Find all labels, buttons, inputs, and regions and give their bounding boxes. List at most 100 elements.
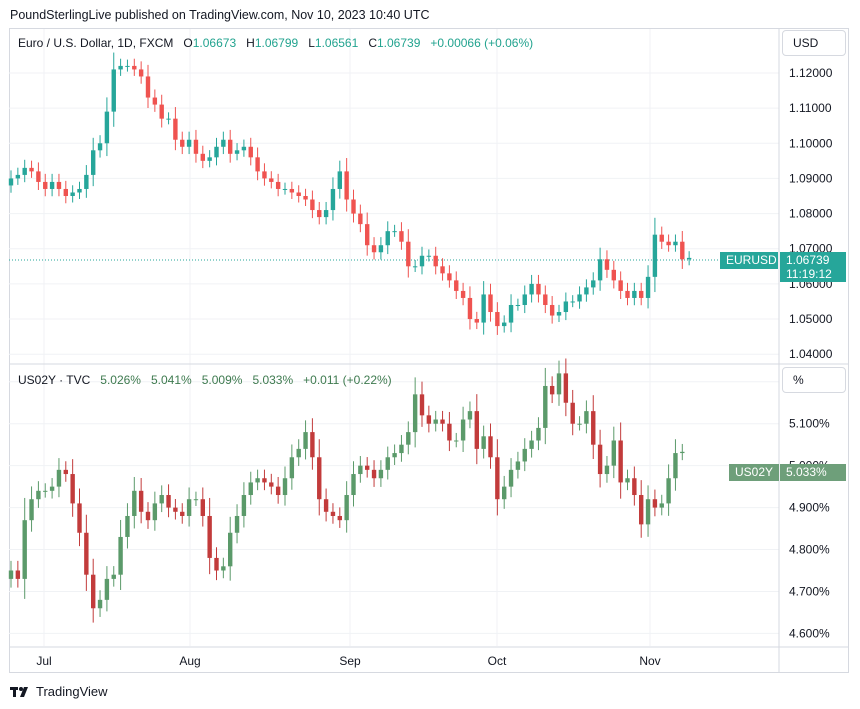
candle-body: [289, 457, 295, 479]
candle-body: [515, 304, 521, 306]
candle-body: [303, 196, 308, 200]
candle-body: [502, 322, 507, 327]
candle-body: [193, 139, 199, 154]
candle-body: [639, 290, 644, 298]
candle-body: [241, 146, 247, 151]
candle-body: [8, 178, 14, 186]
candle-body: [193, 499, 199, 501]
candle-body: [63, 469, 68, 475]
candle-body: [221, 566, 226, 571]
candle-body: [132, 65, 137, 70]
candle-body: [104, 578, 110, 600]
candle-body: [63, 188, 68, 196]
candle-body: [207, 157, 212, 161]
candle-body: [180, 139, 185, 147]
price-tick-label: 1.11000: [789, 101, 832, 115]
candle-body: [91, 150, 96, 175]
candle-body: [111, 69, 116, 112]
candle-body: [248, 146, 253, 158]
candle-body: [84, 532, 89, 575]
tradingview-logo-icon: [10, 686, 28, 697]
candle-body: [43, 490, 48, 492]
candle-body: [77, 503, 82, 533]
candle-body: [378, 469, 384, 479]
candle-body: [111, 574, 116, 579]
candle-body: [399, 231, 404, 242]
candle-body: [536, 283, 541, 295]
candle-body: [132, 490, 137, 516]
candle-body: [15, 570, 21, 579]
candle-body: [611, 440, 616, 466]
us02y-close-value: 5.033%: [252, 373, 294, 387]
candle-body: [43, 181, 48, 189]
candle-body: [378, 245, 384, 253]
candle-body: [632, 290, 637, 298]
candle-body: [652, 499, 658, 508]
open-label: O: [183, 36, 193, 50]
candle-body: [508, 304, 514, 323]
candle-body: [323, 499, 329, 512]
unit-button[interactable]: %: [782, 367, 846, 393]
price-tick-label: 1.12000: [789, 66, 833, 80]
candle-body: [597, 259, 603, 281]
candle-body: [275, 181, 281, 189]
candle-body: [591, 411, 596, 445]
candle-body: [632, 478, 637, 496]
candle-body: [310, 199, 315, 211]
eurusd-price-axis: 1.120001.110001.100001.090001.080001.070…: [789, 66, 833, 361]
us02y-legend[interactable]: US02Y · TVC 5.026% 5.041% 5.009% 5.033% …: [18, 373, 392, 387]
currency-button[interactable]: USD: [782, 30, 846, 56]
candle-body: [584, 411, 589, 424]
candle-body: [296, 192, 301, 196]
bar-countdown: 11:19:12: [786, 267, 832, 281]
candle-body: [673, 241, 678, 246]
candle-body: [330, 511, 336, 516]
candle-body: [666, 241, 671, 246]
candle-body: [426, 255, 432, 257]
candle-body: [125, 65, 130, 67]
candle-body: [186, 499, 192, 516]
grid-lines: [9, 29, 779, 646]
candle-body: [412, 266, 418, 268]
candle-body: [481, 294, 486, 323]
candle-body: [591, 280, 596, 288]
candle-body: [419, 255, 425, 267]
low-label: L: [308, 36, 315, 50]
candle-body: [577, 294, 582, 302]
change-value: +0.00066 (+0.06%): [430, 36, 534, 50]
eurusd-legend[interactable]: Euro / U.S. Dollar, 1D, FXCM O1.06673 H1…: [18, 36, 533, 50]
candle-body: [666, 478, 671, 504]
candle-body: [36, 171, 41, 182]
candle-body: [296, 448, 301, 458]
candle-body: [145, 76, 151, 98]
candle-body: [77, 188, 82, 193]
candle-body: [488, 294, 493, 313]
time-tick-label: Oct: [488, 654, 507, 668]
candle-body: [611, 269, 616, 281]
candle-body: [392, 453, 397, 458]
candle-body: [97, 599, 103, 609]
candle-body: [543, 294, 548, 305]
candle-body: [680, 451, 685, 454]
candle-body: [186, 139, 192, 147]
price-tick-label: 4.600%: [789, 626, 830, 640]
us02y-price-tag: 5.033%: [780, 464, 846, 481]
candle-body: [255, 157, 260, 172]
candle-body: [138, 69, 144, 77]
candle-body: [228, 532, 233, 567]
high-label: H: [246, 36, 255, 50]
candle-body: [385, 231, 390, 246]
candle-body: [159, 104, 164, 119]
candle-body: [556, 373, 562, 395]
candle-body: [282, 478, 288, 496]
candle-body: [289, 188, 295, 193]
candle-body: [214, 557, 219, 571]
us02y-high-value: 5.041%: [151, 373, 192, 387]
candle-body: [221, 139, 226, 147]
candle-body: [337, 171, 342, 189]
tradingview-logo[interactable]: TradingView: [10, 684, 108, 699]
candle-body: [543, 385, 548, 428]
candle-body: [118, 536, 123, 575]
candle-body: [358, 465, 363, 475]
